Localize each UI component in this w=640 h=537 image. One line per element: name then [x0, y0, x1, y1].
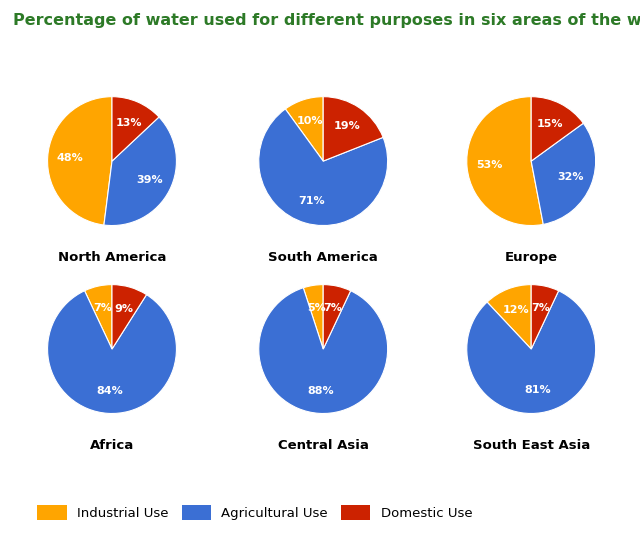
Wedge shape [259, 109, 388, 226]
Text: 81%: 81% [524, 386, 551, 395]
Wedge shape [323, 97, 383, 161]
Text: 10%: 10% [297, 117, 323, 126]
Text: Europe: Europe [505, 251, 557, 264]
Text: 39%: 39% [136, 175, 163, 185]
Text: 5%: 5% [307, 303, 326, 313]
Text: 7%: 7% [323, 303, 342, 313]
Wedge shape [84, 285, 112, 349]
Text: 48%: 48% [57, 154, 84, 163]
Wedge shape [47, 97, 112, 225]
Text: North America: North America [58, 251, 166, 264]
Text: 15%: 15% [537, 119, 563, 129]
Wedge shape [112, 285, 147, 349]
Wedge shape [323, 285, 351, 349]
Text: South East Asia: South East Asia [472, 439, 590, 452]
Text: 32%: 32% [557, 171, 584, 182]
Wedge shape [531, 97, 583, 161]
Wedge shape [467, 97, 543, 226]
Wedge shape [259, 288, 388, 413]
Wedge shape [487, 285, 531, 349]
Text: 12%: 12% [502, 305, 529, 315]
Wedge shape [112, 97, 159, 161]
Text: 7%: 7% [93, 303, 112, 313]
Text: 19%: 19% [333, 121, 360, 132]
Text: 88%: 88% [307, 386, 334, 396]
Text: South America: South America [268, 251, 378, 264]
Text: 53%: 53% [476, 160, 502, 170]
Text: Percentage of water used for different purposes in six areas of the world.: Percentage of water used for different p… [13, 13, 640, 28]
Legend: Industrial Use, Agricultural Use, Domestic Use: Industrial Use, Agricultural Use, Domest… [32, 499, 477, 525]
Text: Central Asia: Central Asia [278, 439, 369, 452]
Text: 71%: 71% [298, 197, 325, 206]
Wedge shape [47, 291, 177, 413]
Wedge shape [467, 291, 596, 413]
Text: 13%: 13% [115, 118, 142, 128]
Wedge shape [531, 123, 596, 224]
Text: 7%: 7% [531, 303, 550, 313]
Text: 84%: 84% [96, 386, 123, 396]
Wedge shape [104, 117, 177, 226]
Text: 9%: 9% [114, 304, 133, 314]
Wedge shape [531, 285, 559, 349]
Wedge shape [303, 285, 323, 349]
Wedge shape [285, 97, 323, 161]
Text: Africa: Africa [90, 439, 134, 452]
